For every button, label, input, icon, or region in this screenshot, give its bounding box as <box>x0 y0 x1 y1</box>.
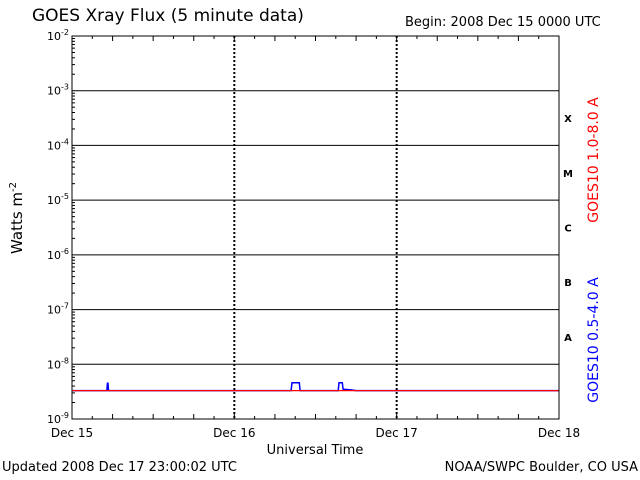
flare-class-label: X <box>564 114 572 125</box>
flare-class-label: B <box>564 278 572 289</box>
series-line-blue <box>72 381 559 392</box>
y-tick-label: 10-5 <box>47 192 69 207</box>
chart-title: GOES Xray Flux (5 minute data) <box>32 6 304 26</box>
begin-label: Begin: 2008 Dec 15 0000 UTC <box>405 15 601 30</box>
label-layer: 10-9 10-8 10-7 10-6 10-5 10-4 10-3 10-2 Dec 15 De… <box>47 28 580 440</box>
flare-class-label: M <box>563 169 573 180</box>
series-layer <box>72 381 559 392</box>
x-axis-label: Universal Time <box>267 443 364 458</box>
y-tick-label: 10-2 <box>47 28 69 43</box>
x-tick-label: Dec 17 <box>376 426 418 440</box>
x-tick-label: Dec 18 <box>538 426 580 440</box>
credit-label: NOAA/SWPC Boulder, CO USA <box>444 460 638 475</box>
y-tick-label: 10-7 <box>47 302 69 317</box>
y-tick-label: 10-6 <box>47 247 69 262</box>
x-tick-label: Dec 15 <box>51 426 93 440</box>
flare-class-label: C <box>564 224 571 235</box>
y-tick-label: 10-3 <box>47 83 69 98</box>
y-axis-label: Watts m-2 <box>8 182 26 254</box>
y-axis-label-exp: -2 <box>8 182 19 192</box>
x-tick-label: Dec 16 <box>213 426 255 440</box>
series-label-blue: GOES10 0.5-4.0 A <box>586 277 602 403</box>
flare-class-label: A <box>564 333 572 344</box>
series-label-red: GOES10 1.0-8.0 A <box>586 97 602 223</box>
plot-frame <box>71 35 560 420</box>
grid-layer <box>72 36 559 419</box>
y-tick-label: 10-9 <box>47 411 69 426</box>
y-axis-label-main: Watts m <box>8 192 26 254</box>
y-tick-label: 10-8 <box>47 356 69 371</box>
y-tick-label: 10-4 <box>47 137 69 152</box>
updated-timestamp: Updated 2008 Dec 17 23:00:02 UTC <box>2 460 237 475</box>
